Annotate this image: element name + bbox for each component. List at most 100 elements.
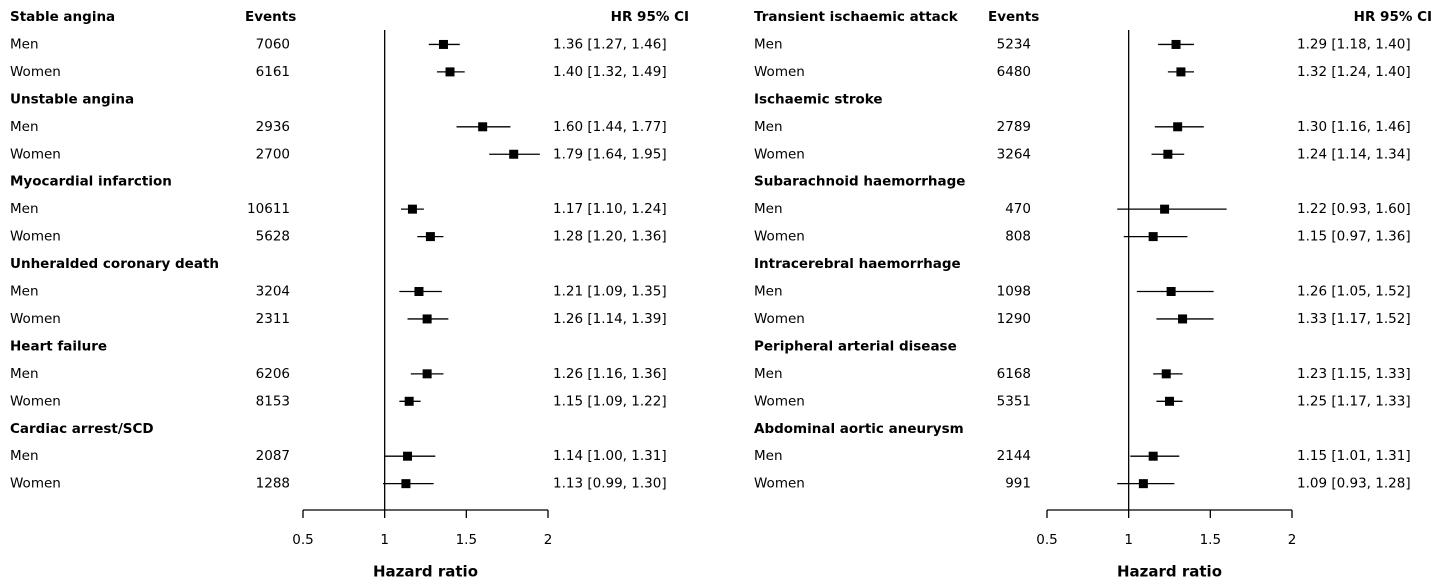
hr-point xyxy=(1148,232,1158,242)
group-title: Unheralded coronary death xyxy=(10,256,219,272)
events-value: 6480 xyxy=(997,64,1031,80)
row-label: Men xyxy=(10,36,39,52)
events-value: 8153 xyxy=(256,393,290,409)
hr-point xyxy=(509,149,519,159)
events-value: 6206 xyxy=(256,366,290,382)
hr-point xyxy=(404,396,414,406)
hr-point xyxy=(1178,314,1188,324)
x-axis-title: Hazard ratio xyxy=(373,563,478,581)
ci-label: 1.15 [0.97, 1.36] xyxy=(1297,229,1411,245)
hr-point xyxy=(1163,149,1173,159)
x-tick-label: 1.5 xyxy=(456,532,477,548)
events-header: Events xyxy=(245,9,296,25)
events-value: 1288 xyxy=(256,476,290,492)
ci-label: 1.60 [1.44, 1.77] xyxy=(553,119,667,135)
row-label: Men xyxy=(10,366,39,382)
ci-label: 1.26 [1.14, 1.39] xyxy=(553,311,667,327)
hr-point xyxy=(1166,287,1176,296)
ci-label: 1.14 [1.00, 1.31] xyxy=(553,448,667,464)
ci-label: 1.32 [1.24, 1.40] xyxy=(1297,64,1411,80)
group-title: Ischaemic stroke xyxy=(754,91,883,107)
hr-point xyxy=(1138,479,1148,489)
group-title: Subarachnoid haemorrhage xyxy=(754,174,965,190)
events-value: 2789 xyxy=(997,119,1031,135)
row-label: Men xyxy=(754,284,783,300)
ci-label: 1.26 [1.16, 1.36] xyxy=(553,366,667,382)
group-title: Cardiac arrest/SCD xyxy=(10,421,154,437)
row-label: Women xyxy=(754,476,805,492)
hr-point xyxy=(403,451,413,461)
x-tick-label: 1 xyxy=(1124,532,1133,548)
row-label: Women xyxy=(754,311,805,327)
hr-point xyxy=(1161,369,1171,379)
ci-label: 1.28 [1.20, 1.36] xyxy=(553,229,667,245)
row-label: Men xyxy=(10,201,39,217)
ci-label: 1.40 [1.32, 1.49] xyxy=(553,64,667,80)
hr-point xyxy=(445,67,455,77)
hr-point xyxy=(1148,451,1158,461)
row-label: Women xyxy=(10,393,61,409)
events-value: 6168 xyxy=(997,366,1031,382)
ci-label: 1.15 [1.09, 1.22] xyxy=(553,393,667,409)
ci-label: 1.22 [0.93, 1.60] xyxy=(1297,201,1411,217)
row-label: Women xyxy=(10,311,61,327)
events-value: 991 xyxy=(1005,476,1031,492)
hr-point xyxy=(1173,122,1183,132)
hr-point xyxy=(1171,39,1181,49)
row-label: Women xyxy=(754,229,805,245)
ci-label: 1.13 [0.99, 1.30] xyxy=(553,476,667,492)
x-tick-label: 2 xyxy=(1288,532,1297,548)
row-label: Women xyxy=(10,64,61,80)
group-title: Stable angina xyxy=(10,9,115,25)
row-label: Women xyxy=(754,393,805,409)
row-label: Women xyxy=(10,146,61,162)
events-value: 3204 xyxy=(256,284,290,300)
ci-label: 1.29 [1.18, 1.40] xyxy=(1297,36,1411,52)
ci-label: 1.79 [1.64, 1.95] xyxy=(553,146,667,162)
ci-label: 1.25 [1.17, 1.33] xyxy=(1297,393,1411,409)
hr-point xyxy=(422,314,432,324)
hr-point xyxy=(407,204,417,214)
hr-point xyxy=(478,122,488,132)
ci-label: 1.15 [1.01, 1.31] xyxy=(1297,448,1411,464)
row-label: Men xyxy=(10,448,39,464)
ci-label: 1.36 [1.27, 1.46] xyxy=(553,36,667,52)
row-label: Women xyxy=(10,476,61,492)
hr-point xyxy=(438,39,448,49)
ci-label: 1.24 [1.14, 1.34] xyxy=(1297,146,1411,162)
hr-point xyxy=(1160,204,1170,214)
x-tick-label: 0.5 xyxy=(292,532,313,548)
ci-label: 1.21 [1.09, 1.35] xyxy=(553,284,667,300)
row-label: Men xyxy=(754,201,783,217)
hr-point xyxy=(1165,396,1174,406)
group-title: Myocardial infarction xyxy=(10,174,172,190)
group-title: Abdominal aortic aneurysm xyxy=(754,421,964,437)
ci-label: 1.23 [1.15, 1.33] xyxy=(1297,366,1411,382)
row-label: Women xyxy=(754,64,805,80)
x-tick-label: 1 xyxy=(380,532,389,548)
group-title: Heart failure xyxy=(10,338,107,354)
events-value: 5351 xyxy=(997,393,1031,409)
group-title: Peripheral arterial disease xyxy=(754,338,957,354)
row-label: Women xyxy=(754,146,805,162)
ci-header: HR 95% CI xyxy=(1354,9,1432,25)
x-axis-title: Hazard ratio xyxy=(1117,563,1222,581)
ci-label: 1.33 [1.17, 1.52] xyxy=(1297,311,1411,327)
x-tick-label: 1.5 xyxy=(1200,532,1221,548)
x-tick-label: 0.5 xyxy=(1036,532,1057,548)
events-value: 6161 xyxy=(256,64,290,80)
row-label: Women xyxy=(10,229,61,245)
events-value: 10611 xyxy=(247,201,290,217)
hr-point xyxy=(425,232,435,242)
events-value: 808 xyxy=(1005,229,1031,245)
group-title: Intracerebral haemorrhage xyxy=(754,256,961,272)
ci-label: 1.30 [1.16, 1.46] xyxy=(1297,119,1411,135)
events-value: 2087 xyxy=(256,448,290,464)
row-label: Men xyxy=(10,284,39,300)
events-value: 2700 xyxy=(256,146,290,162)
group-title: Unstable angina xyxy=(10,91,134,107)
hr-point xyxy=(1176,67,1186,77)
ci-header: HR 95% CI xyxy=(611,9,689,25)
events-value: 2311 xyxy=(256,311,290,327)
row-label: Men xyxy=(754,366,783,382)
